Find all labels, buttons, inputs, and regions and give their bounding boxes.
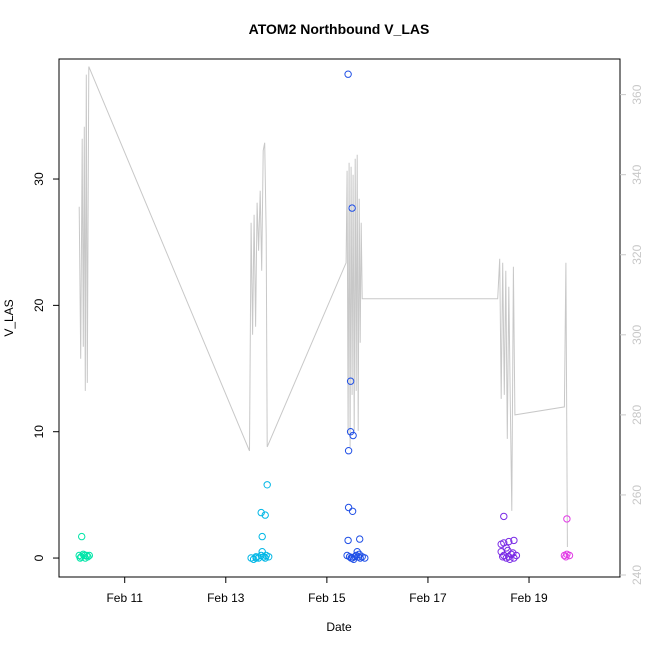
data-point (348, 507, 357, 515)
data-point (258, 532, 266, 541)
data-point (78, 532, 86, 541)
data-point (563, 515, 571, 523)
y2-tick-label: 360 (630, 84, 644, 104)
line-layer (78, 66, 568, 548)
y2-tick-label: 260 (630, 485, 644, 505)
data-point (562, 553, 570, 561)
y2-tick-label: 320 (630, 244, 644, 264)
data-point (84, 553, 92, 561)
data-point (265, 553, 273, 561)
y-axis-label: V_LAS (2, 299, 16, 336)
plot-frame (58, 58, 621, 578)
data-point (355, 550, 363, 558)
data-point (356, 535, 364, 543)
data-point (261, 511, 269, 519)
y-tick-label: 0 (32, 554, 46, 561)
y-tick-label: 20 (32, 298, 46, 312)
x-tick-label: Feb 19 (510, 591, 548, 605)
data-point (509, 549, 517, 557)
y2-tick-label: 240 (630, 565, 644, 585)
x-tick-label: Feb 13 (207, 591, 245, 605)
y-axis: 0 10 20 30 (32, 172, 59, 561)
x-axis: Feb 11 Feb 13 Feb 15 Feb 17 Feb 19 (106, 577, 548, 605)
data-point (344, 536, 352, 545)
y2-tick-label: 280 (630, 405, 644, 425)
data-point (500, 551, 508, 560)
data-point (506, 555, 514, 563)
data-point (257, 508, 265, 517)
x-axis-label: Date (326, 620, 352, 634)
point-layer (75, 70, 574, 563)
data-point (344, 447, 353, 455)
y-tick-label: 10 (32, 425, 46, 439)
data-point (76, 554, 84, 562)
data-point (565, 551, 574, 560)
data-point (510, 554, 518, 562)
chart-title: ATOM2 Northbound V_LAS (249, 21, 430, 37)
y-tick-label: 30 (32, 172, 46, 186)
data-point (346, 428, 355, 436)
data-point (361, 554, 369, 562)
data-point (505, 537, 513, 546)
data-point (344, 503, 353, 512)
data-point (85, 551, 94, 560)
data-point (349, 431, 357, 440)
y2-tick-label: 340 (630, 164, 644, 184)
data-point (83, 551, 91, 560)
data-point (344, 70, 352, 78)
data-point (348, 204, 356, 212)
data-point (346, 377, 355, 385)
data-point (263, 481, 271, 489)
x-tick-label: Feb 15 (308, 591, 346, 605)
x-tick-label: Feb 11 (106, 591, 143, 605)
data-point (500, 512, 508, 521)
y2-tick-label: 300 (630, 324, 644, 344)
data-point (350, 555, 358, 563)
data-point (258, 548, 266, 556)
voltage-line (78, 66, 568, 548)
x-tick-label: Feb 17 (409, 591, 447, 605)
data-point (252, 554, 260, 562)
y2-axis: 240 260 280 300 320 340 360 (620, 84, 644, 585)
data-point (510, 536, 518, 545)
data-point (499, 553, 507, 561)
